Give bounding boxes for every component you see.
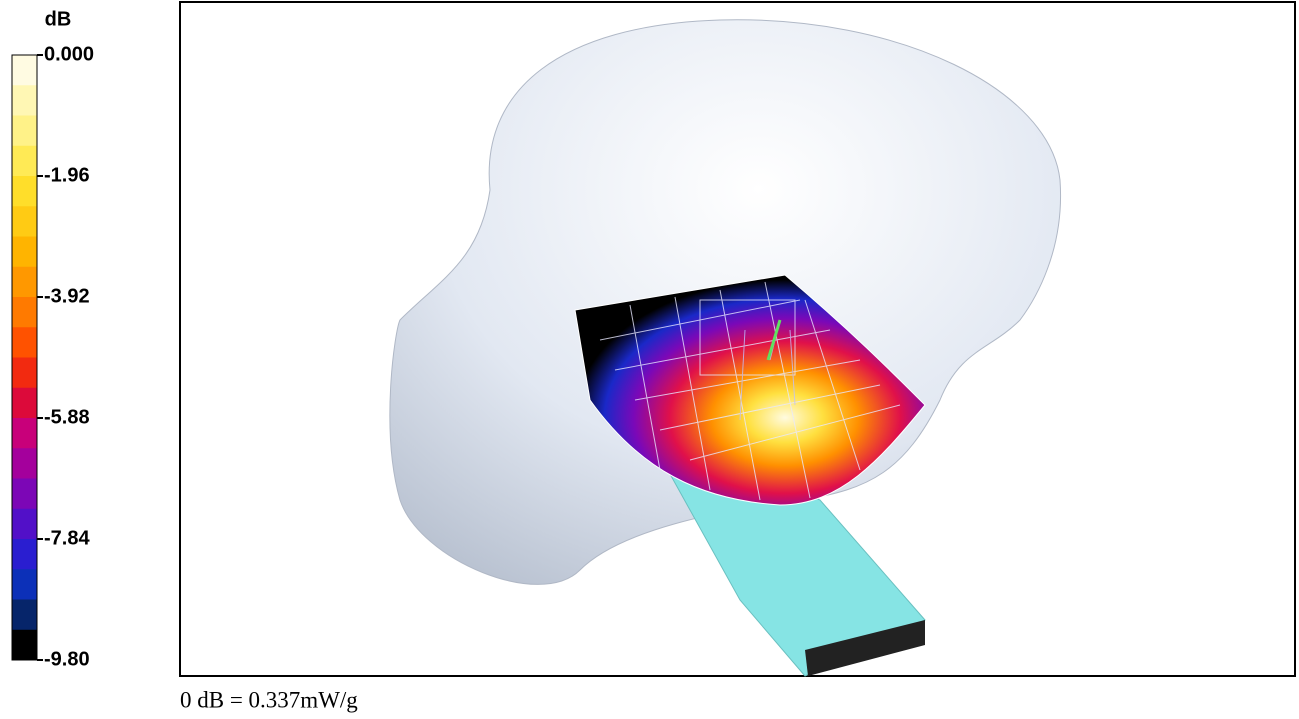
tick-label: 0.000: [44, 43, 94, 65]
color-band: [12, 145, 37, 177]
color-band: [12, 387, 37, 419]
tick-label: -7.84: [44, 527, 90, 549]
color-band: [12, 115, 37, 147]
color-band: [12, 357, 37, 389]
color-band: [12, 176, 37, 207]
color-band: [12, 448, 37, 479]
caption: 0 dB = 0.337mW/g: [180, 687, 358, 712]
color-band: [12, 569, 37, 600]
color-band: [12, 266, 37, 298]
color-band: [12, 206, 37, 237]
scene: [389, 19, 1062, 677]
color-band: [12, 55, 37, 86]
color-band: [12, 508, 37, 540]
colorbar-frame: [11, 54, 38, 661]
color-band: [12, 327, 37, 358]
color-band: [12, 599, 37, 631]
color-band: [12, 418, 37, 449]
color-band: [12, 539, 37, 570]
tick-label: -5.88: [44, 406, 90, 428]
tick-label: -1.96: [44, 164, 90, 186]
colorbar: [12, 55, 37, 661]
color-band: [12, 478, 37, 510]
tick-label: -9.80: [44, 648, 90, 670]
color-band: [12, 85, 37, 116]
color-band: [12, 297, 37, 328]
colorbar-label: dB: [45, 8, 72, 30]
tick-label: -3.92: [44, 285, 90, 307]
color-band: [12, 629, 37, 661]
color-band: [12, 236, 37, 268]
